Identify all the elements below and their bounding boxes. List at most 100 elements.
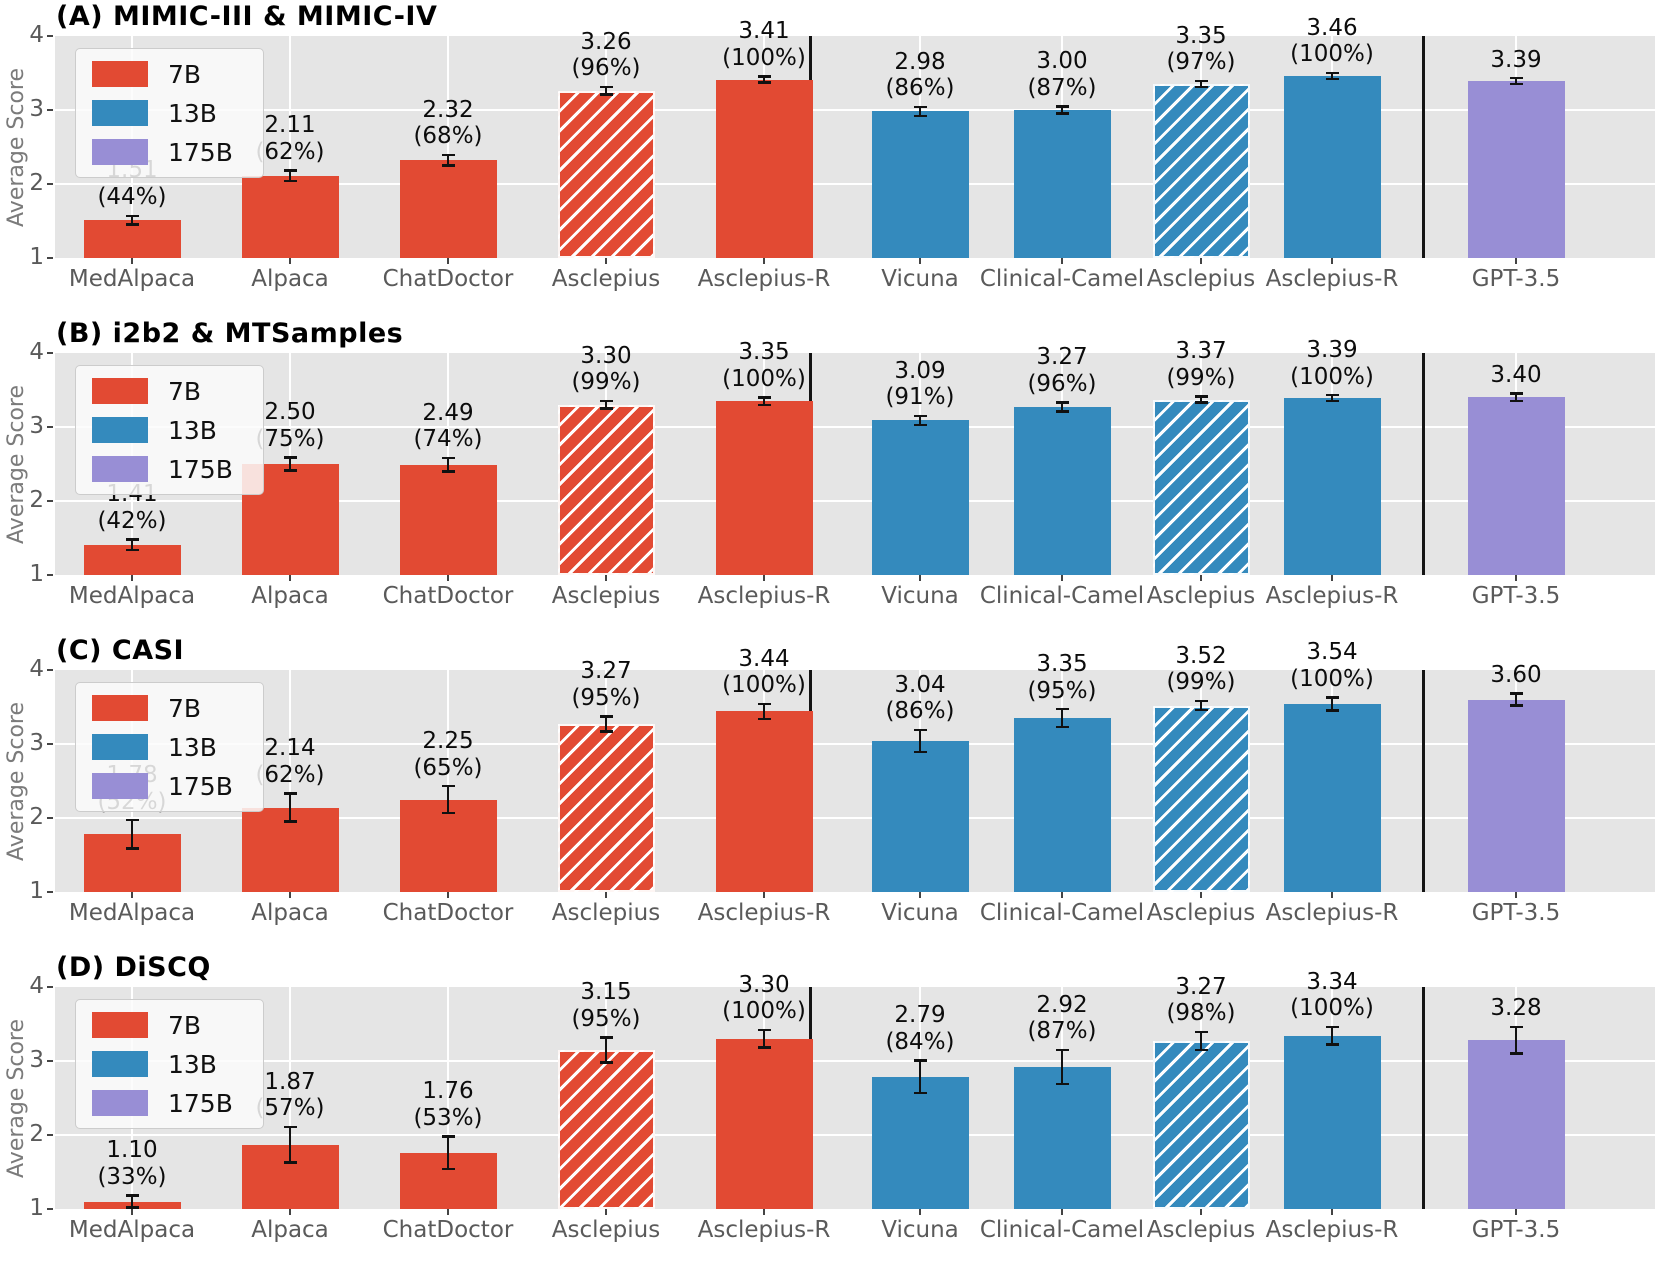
bar-x-label: ChatDoctor: [382, 900, 514, 926]
bar-x-label: MedAlpaca: [68, 583, 196, 609]
error-bar-cap: [441, 1167, 455, 1171]
error-bar: [1199, 701, 1203, 710]
error-bar-cap: [1325, 1043, 1339, 1046]
error-bar-cap: [1509, 399, 1523, 403]
x-tick-mark: [1061, 575, 1063, 581]
y-tick-mark: [47, 426, 53, 428]
legend-item: 175B: [92, 1090, 233, 1116]
error-bar-cap: [913, 1091, 927, 1095]
bar: [715, 79, 813, 258]
bar: [715, 711, 813, 892]
legend: 7B 13B 175B: [75, 999, 264, 1129]
y-tick-mark: [47, 1208, 53, 1210]
bar-x-label: ChatDoctor: [382, 583, 514, 609]
bar-percent: (100%): [722, 672, 806, 699]
error-bar: [1060, 709, 1064, 727]
y-tick-label: 4: [29, 973, 44, 999]
bar-x-label: Alpaca: [251, 900, 329, 926]
error-bar: [130, 215, 134, 225]
bar-percent: (91%): [885, 384, 955, 411]
bar-x-label: Clinical-Camel: [979, 1217, 1145, 1243]
bar-value-label: 3.35 (95%): [972, 651, 1152, 704]
bar-value: 3.00: [1036, 47, 1088, 74]
error-bar-cap: [1055, 105, 1069, 108]
bar: [1013, 718, 1111, 892]
bar-value-label: 1.10 (33%): [42, 1137, 222, 1190]
bar: [557, 90, 655, 258]
bar-value-label: 3.39 (100%): [1242, 337, 1422, 390]
bar-x-label: Asclepius: [551, 583, 661, 609]
bar-percent: (42%): [97, 507, 167, 534]
error-bar: [918, 729, 922, 753]
error-bar: [1330, 395, 1334, 402]
group-separator: [1421, 987, 1425, 1209]
x-tick-mark: [1200, 575, 1202, 581]
bar: [241, 175, 339, 258]
bar-percent: (99%): [1166, 365, 1236, 391]
bar-x-label: Asclepius-R: [697, 583, 831, 609]
bar-x-label: Asclepius-R: [697, 266, 831, 292]
error-bar-cap: [1509, 704, 1523, 707]
legend-item: 7B: [92, 1012, 233, 1038]
y-axis-label-text: Average Score: [3, 384, 29, 544]
x-tick-mark: [447, 892, 449, 898]
x-tick-mark: [919, 892, 921, 898]
error-bar: [918, 1060, 922, 1093]
y-tick-label: 1: [29, 244, 44, 270]
bar-percent: (98%): [1166, 1000, 1236, 1027]
bar-x-label: Vicuna: [881, 1217, 959, 1243]
y-axis-label-text: Average Score: [3, 67, 29, 227]
x-tick-mark: [919, 1209, 921, 1215]
x-tick-mark: [447, 1209, 449, 1215]
error-bar-cap: [913, 114, 927, 118]
error-bar-cap: [1194, 699, 1208, 703]
gridline-v: [289, 36, 291, 258]
error-bar-cap: [913, 414, 927, 418]
bar-value: 2.11: [264, 112, 316, 139]
bar-value: 3.54: [1306, 639, 1358, 666]
bar: [557, 404, 655, 575]
error-bar-cap: [1194, 395, 1208, 398]
x-tick-mark: [1515, 892, 1517, 898]
legend-item: 175B: [92, 139, 233, 165]
legend-label: 13B: [168, 98, 217, 128]
legend-swatch-175b: [92, 773, 148, 799]
legend-swatch-7b: [92, 61, 148, 87]
bar: [83, 220, 181, 258]
legend-label: 7B: [168, 59, 202, 89]
bar-value: 3.27: [580, 658, 632, 685]
error-bar-cap: [757, 717, 771, 721]
bar-value: 3.30: [738, 971, 790, 998]
y-tick-mark: [47, 183, 53, 185]
bar-value-label: 3.35 (97%): [1111, 23, 1291, 76]
error-bar-cap: [441, 1135, 455, 1138]
bar-value-label: 3.34 (100%): [1242, 969, 1422, 1022]
y-tick-mark: [47, 817, 53, 819]
error-bar: [288, 793, 292, 822]
bar-x-label: Vicuna: [881, 583, 959, 609]
error-bar: [1199, 81, 1203, 88]
x-tick-mark: [1331, 575, 1333, 581]
bar-x-label: Asclepius: [1146, 1217, 1256, 1243]
legend: 7B 13B 175B: [75, 365, 264, 495]
bar: [1013, 407, 1111, 575]
y-tick-mark: [47, 1134, 53, 1136]
gridline-h: [55, 1060, 1655, 1062]
y-tick-mark: [47, 352, 53, 354]
legend-item: 7B: [92, 378, 233, 404]
legend-label: 175B: [168, 771, 233, 801]
gridline-v: [447, 987, 449, 1209]
bar-value-label: 3.39: [1426, 47, 1606, 74]
panel-D: (D) DiSCQ Average Score 1 2 3 4 1.10 (33%) 1.87(…: [0, 951, 1661, 1268]
bar-x-label: Clinical-Camel: [979, 900, 1145, 926]
error-bar-cap: [125, 847, 139, 850]
bar: [1467, 1040, 1565, 1209]
bar-percent: (62%): [255, 139, 325, 166]
bar-percent: (99%): [571, 369, 641, 396]
legend-swatch-13b: [92, 734, 148, 760]
error-bar: [1060, 1049, 1064, 1084]
error-bar-cap: [283, 456, 297, 459]
y-axis-label: Average Score: [2, 987, 30, 1209]
bar-percent: (44%): [97, 184, 167, 211]
bar-percent: (74%): [413, 426, 483, 453]
